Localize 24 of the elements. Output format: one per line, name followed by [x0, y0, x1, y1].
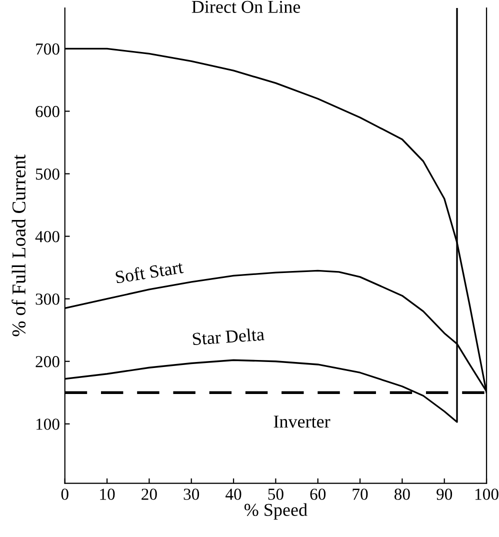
- x-tick-label: 40: [226, 488, 242, 500]
- y-tick-label: 500: [36, 168, 60, 180]
- x-tick-label: 10: [100, 488, 115, 500]
- x-tick-label: 70: [352, 488, 368, 500]
- x-axis-title: % Speed: [244, 503, 308, 520]
- y-tick-label: 700: [36, 43, 60, 55]
- x-tick-label: 50: [268, 488, 284, 500]
- x-tick-label: 90: [436, 488, 452, 500]
- x-tick-label: 20: [142, 488, 157, 500]
- series-label: Star Delta: [192, 328, 265, 346]
- y-axis-title: % of Full Load Current: [12, 154, 26, 336]
- x-tick-label: 0: [61, 488, 68, 500]
- y-tick-label: 400: [35, 230, 60, 242]
- x-tick-label: 100: [475, 488, 498, 500]
- y-tick-label: 300: [36, 294, 60, 305]
- x-tick-label: 60: [310, 488, 326, 500]
- text: Soft Start: [115, 260, 184, 284]
- y-tick-label: 600: [36, 106, 60, 118]
- x-tick-label: 80: [394, 488, 410, 500]
- y-tick-label: 200: [36, 356, 60, 368]
- series-label: Inverter: [274, 416, 330, 428]
- x-tick-label: 30: [184, 488, 200, 500]
- y-tick-label: 100: [36, 418, 60, 430]
- text: Direct On Line: [192, 0, 300, 13]
